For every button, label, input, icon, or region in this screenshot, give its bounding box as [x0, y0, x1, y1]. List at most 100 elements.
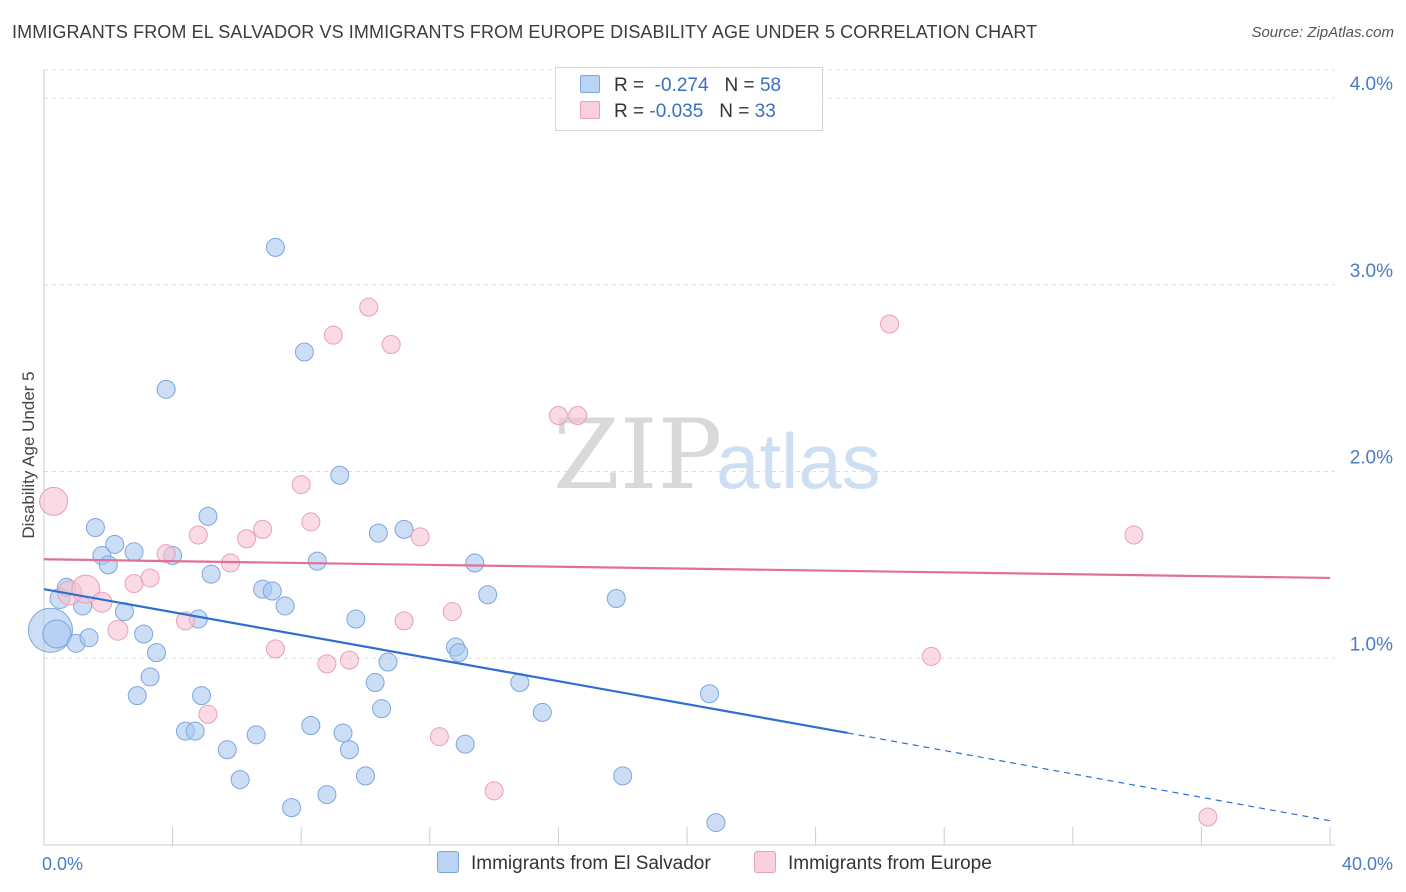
- point-el-salvador: [339, 740, 359, 760]
- x-tick-labels: 0.0% 40.0%: [42, 854, 1393, 874]
- point-el-salvador: [613, 766, 633, 786]
- series-legend-el-salvador: Immigrants from El Salvador: [437, 851, 711, 875]
- point-el-salvador: [294, 342, 314, 362]
- legend-row-europe: R = -0.035 N = 33: [580, 101, 776, 127]
- source-label: Source: ZipAtlas.com: [1251, 24, 1394, 41]
- point-el-salvador: [134, 624, 154, 644]
- point-el-salvador: [449, 643, 469, 663]
- point-el-salvador: [301, 715, 321, 735]
- point-el-salvador: [147, 643, 167, 663]
- point-europe: [317, 654, 337, 674]
- point-el-salvador: [372, 699, 392, 719]
- y-tick-label: 4.0%: [1350, 74, 1393, 95]
- point-el-salvador: [465, 553, 485, 573]
- series-swatch-europe: [754, 851, 776, 873]
- point-europe: [410, 527, 430, 547]
- point-el-salvador: [394, 519, 414, 539]
- axes: [43, 70, 1335, 846]
- point-europe: [359, 297, 379, 317]
- point-el-salvador: [185, 721, 205, 741]
- point-el-salvador: [198, 506, 218, 526]
- point-europe: [291, 475, 311, 495]
- point-europe: [381, 335, 401, 355]
- point-el-salvador: [105, 534, 125, 554]
- stats-legend: R = -0.274 N = 58 R = -0.035 N = 33: [555, 67, 823, 131]
- point-europe: [1198, 807, 1218, 827]
- point-europe: [394, 611, 414, 631]
- point-el-salvador: [282, 798, 302, 818]
- watermark-atlas: atlas: [716, 417, 881, 505]
- point-europe: [484, 781, 504, 801]
- legend-swatch-europe: [580, 101, 600, 119]
- point-europe: [198, 704, 218, 724]
- trend-line-europe: [43, 558, 1331, 580]
- point-el-salvador: [365, 673, 385, 693]
- point-europe: [568, 405, 588, 425]
- point-el-salvador: [275, 596, 295, 616]
- point-europe: [548, 405, 568, 425]
- point-el-salvador: [230, 770, 250, 790]
- point-europe: [323, 325, 343, 345]
- point-europe: [339, 650, 359, 670]
- point-el-salvador: [378, 652, 398, 672]
- point-europe: [91, 591, 113, 613]
- y-tick-label: 1.0%: [1350, 634, 1393, 655]
- series-name-europe: Immigrants from Europe: [788, 853, 992, 874]
- legend-n-label: N =: [724, 75, 755, 96]
- point-europe: [429, 727, 449, 747]
- point-europe: [921, 646, 941, 666]
- point-el-salvador: [307, 551, 327, 571]
- point-el-salvador: [79, 628, 99, 648]
- x-tick-label: 40.0%: [1342, 854, 1393, 874]
- series-swatch-el-salvador: [437, 851, 459, 873]
- point-el-salvador: [140, 667, 160, 687]
- point-el-salvador: [262, 581, 282, 601]
- point-el-salvador: [156, 379, 176, 399]
- y-tick-label: 3.0%: [1350, 261, 1393, 282]
- point-el-salvador: [85, 518, 105, 538]
- trend-line-el-salvador-extension: [847, 732, 1331, 822]
- point-europe: [175, 611, 195, 631]
- point-europe: [880, 314, 900, 334]
- point-el-salvador: [700, 684, 720, 704]
- legend-n-label: N =: [719, 101, 750, 122]
- point-el-salvador: [455, 734, 475, 754]
- point-europe: [253, 519, 273, 539]
- point-europe: [188, 525, 208, 545]
- grid-lines: [44, 69, 1335, 659]
- legend-row-el-salvador: R = -0.274 N = 58: [580, 75, 781, 101]
- series-legend: Immigrants from El Salvador Immigrants f…: [0, 851, 1406, 879]
- point-el-salvador: [356, 766, 375, 786]
- point-el-salvador: [317, 785, 337, 805]
- x-tick-label: 0.0%: [42, 854, 83, 874]
- point-el-salvador: [217, 740, 237, 760]
- legend-r-label: R =: [614, 101, 645, 122]
- legend-r-value: -0.035: [649, 101, 704, 122]
- y-tick-label: 2.0%: [1350, 448, 1393, 469]
- point-el-salvador: [706, 813, 726, 833]
- chart-title: IMMIGRANTS FROM EL SALVADOR VS IMMIGRANT…: [12, 22, 1038, 42]
- point-el-salvador: [265, 237, 285, 257]
- legend-swatch-el-salvador: [580, 75, 600, 93]
- series-legend-europe: Immigrants from Europe: [754, 851, 992, 875]
- point-el-salvador: [201, 564, 221, 584]
- trend-lines: [43, 558, 1331, 822]
- point-el-salvador: [606, 588, 626, 608]
- point-europe: [156, 544, 176, 564]
- point-el-salvador: [246, 725, 266, 745]
- legend-r-value: -0.274: [654, 75, 709, 96]
- legend-n-value: 58: [759, 75, 782, 96]
- point-el-salvador: [42, 619, 72, 649]
- data-points: [27, 237, 1218, 833]
- y-axis-label: Disability Age Under 5: [19, 371, 38, 538]
- point-europe: [140, 568, 160, 588]
- point-el-salvador: [98, 555, 118, 575]
- point-el-salvador: [478, 585, 498, 605]
- point-europe: [265, 639, 285, 659]
- point-el-salvador: [330, 465, 350, 485]
- point-el-salvador: [124, 542, 144, 562]
- legend-n-value: 33: [754, 101, 776, 122]
- point-el-salvador: [127, 686, 147, 706]
- point-el-salvador: [368, 523, 388, 543]
